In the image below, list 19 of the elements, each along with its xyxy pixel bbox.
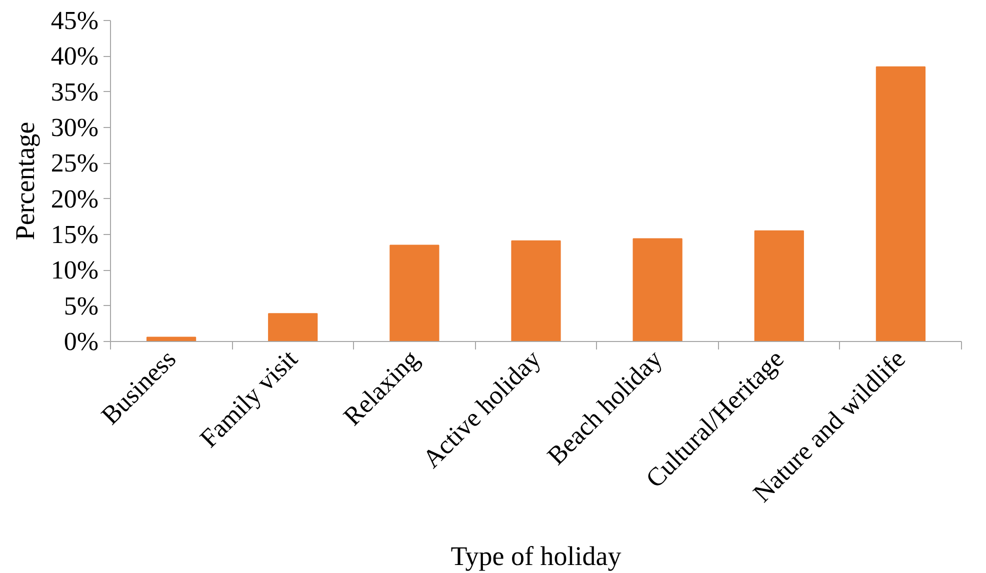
x-axis-title: Type of holiday	[450, 540, 622, 571]
y-tick-label: 10%	[50, 256, 99, 285]
bar	[146, 336, 196, 342]
bar	[390, 244, 440, 342]
y-tick-label: 15%	[50, 220, 99, 249]
y-tick-label: 30%	[50, 113, 99, 142]
bar	[754, 230, 804, 342]
y-tick-label: 0%	[64, 327, 99, 356]
y-tick-label: 35%	[50, 77, 99, 106]
bar	[876, 66, 926, 342]
bar	[511, 240, 561, 342]
bar	[268, 313, 318, 342]
y-tick-label: 20%	[50, 184, 99, 214]
y-tick-label: 45%	[50, 6, 99, 35]
y-tick-label: 40%	[50, 42, 99, 71]
bar	[632, 238, 682, 342]
y-axis-title: Percentage	[10, 122, 40, 240]
y-tick-label: 5%	[64, 291, 99, 320]
y-tick-label: 25%	[50, 148, 99, 178]
